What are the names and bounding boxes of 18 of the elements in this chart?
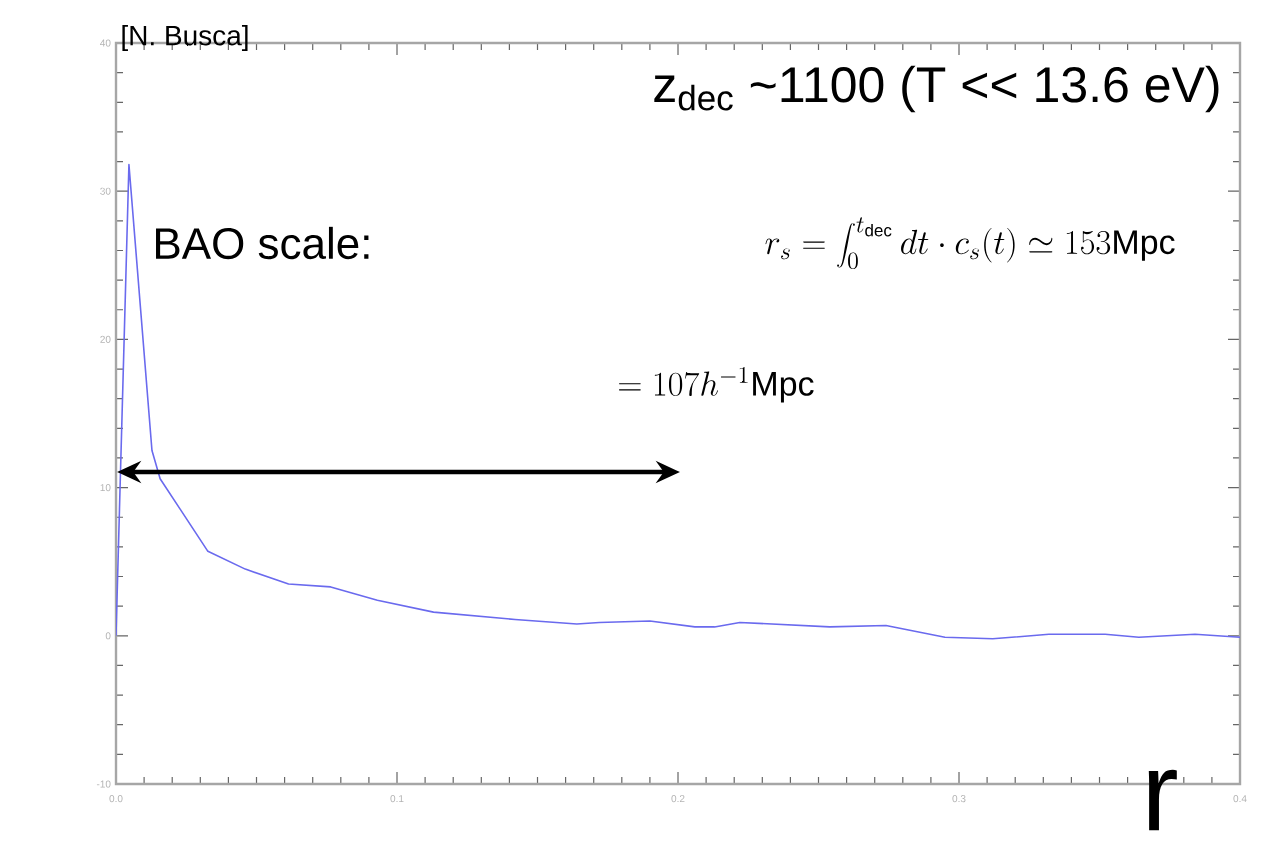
y-tick-label: 0 (105, 632, 111, 640)
y-tick-label: 40 (100, 39, 111, 47)
y-tick-label: 10 (100, 484, 111, 492)
x-tick-label: 0.4 (1233, 795, 1247, 803)
x-tick-label: 0.3 (952, 795, 966, 803)
x-axis-title: r (1148, 769, 1177, 831)
x-tick-label: 0.1 (390, 795, 404, 803)
y-tick-label: -10 (96, 780, 111, 788)
y-tick-label: 20 (100, 335, 111, 343)
y-tick-label: 30 (100, 187, 111, 195)
annotation: $r_s = \int_0^{t_{\rm dec}} dt \cdot c_s(t) \simeq 153{\rm Mpc}$ (765, 217, 1175, 270)
annotation: $= 107h^{-1}{\rm Mpc}$ (619, 366, 814, 403)
annotation: z$_{dec}$ ~1100 (T << 13.6 eV) (654, 65, 1219, 113)
line-series (116, 163, 1241, 640)
x-tick-label: 0.2 (671, 795, 685, 803)
annotation: BAO scale: (156, 226, 369, 260)
annotation: [N. Busca] (122, 24, 248, 52)
x-tick-label: 0.0 (109, 795, 123, 803)
